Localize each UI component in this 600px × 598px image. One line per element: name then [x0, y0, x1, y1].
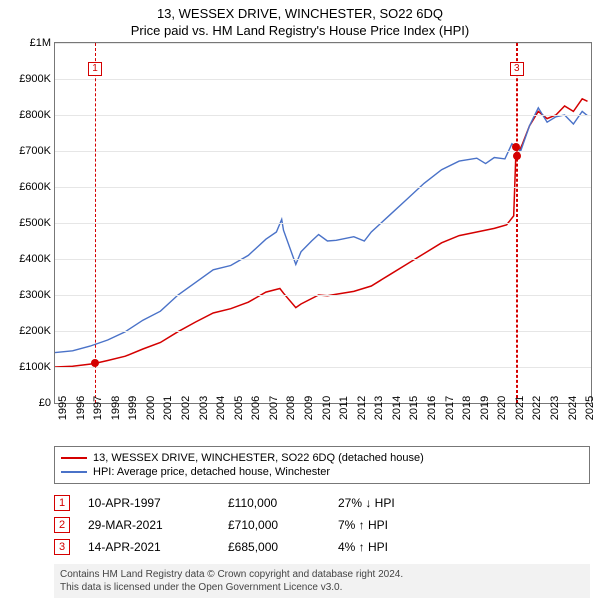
x-tick-label: 2001 [162, 396, 174, 420]
chart-marker-dot [513, 152, 521, 160]
gridline [55, 115, 591, 116]
legend-item: HPI: Average price, detached house, Winc… [61, 465, 583, 479]
event-number: 3 [54, 539, 70, 555]
legend-swatch [61, 471, 87, 473]
x-tick-label: 2000 [145, 396, 157, 420]
event-date: 10-APR-1997 [88, 496, 228, 510]
x-tick-label: 2017 [444, 396, 456, 420]
x-tick-label: 2022 [531, 396, 543, 420]
x-tick-label: 2012 [356, 396, 368, 420]
y-tick-label: £300K [19, 289, 51, 301]
footer-line1: Contains HM Land Registry data © Crown c… [60, 568, 584, 581]
x-tick-label: 1999 [127, 396, 139, 420]
y-tick-label: £0 [39, 397, 51, 409]
chart-marker-label: 1 [88, 62, 102, 76]
event-price: £685,000 [228, 540, 338, 554]
x-tick-label: 2006 [250, 396, 262, 420]
chart-plot-area: £0£100K£200K£300K£400K£500K£600K£700K£80… [54, 42, 592, 404]
y-tick-label: £700K [19, 145, 51, 157]
x-tick-label: 2008 [285, 396, 297, 420]
event-price: £710,000 [228, 518, 338, 532]
gridline [55, 187, 591, 188]
x-tick-label: 2024 [567, 396, 579, 420]
x-tick-label: 1997 [92, 396, 104, 420]
x-tick-label: 2013 [373, 396, 385, 420]
x-tick-label: 2019 [479, 396, 491, 420]
x-tick-label: 2021 [514, 396, 526, 420]
x-tick-label: 2018 [461, 396, 473, 420]
gridline [55, 295, 591, 296]
x-tick-label: 2007 [268, 396, 280, 420]
x-tick-label: 2004 [215, 396, 227, 420]
event-date: 29-MAR-2021 [88, 518, 228, 532]
x-tick-label: 2011 [338, 396, 350, 420]
legend: 13, WESSEX DRIVE, WINCHESTER, SO22 6DQ (… [54, 446, 590, 484]
event-price: £110,000 [228, 496, 338, 510]
x-tick-label: 2010 [321, 396, 333, 420]
gridline [55, 79, 591, 80]
gridline [55, 223, 591, 224]
event-vertical-line [517, 43, 518, 403]
x-tick-label: 1996 [75, 396, 87, 420]
gridline [55, 43, 591, 44]
gridline [55, 151, 591, 152]
event-number: 1 [54, 495, 70, 511]
y-tick-label: £900K [19, 73, 51, 85]
event-row: 2 29-MAR-2021£710,0007% ↑ HPI [54, 514, 590, 536]
event-date: 14-APR-2021 [88, 540, 228, 554]
event-vertical-line [95, 43, 96, 403]
series-line-property [55, 99, 588, 367]
event-row: 3 14-APR-2021£685,0004% ↑ HPI [54, 536, 590, 558]
y-tick-label: £200K [19, 325, 51, 337]
footer-line2: This data is licensed under the Open Gov… [60, 581, 584, 594]
x-tick-label: 2015 [408, 396, 420, 420]
footer-attribution: Contains HM Land Registry data © Crown c… [54, 564, 590, 598]
chart-marker-dot [512, 143, 520, 151]
chart-marker-dot [91, 359, 99, 367]
legend-swatch [61, 457, 87, 459]
x-axis-labels: 1995199619971998199920002001200220032004… [54, 404, 590, 442]
x-tick-label: 2023 [549, 396, 561, 420]
x-tick-label: 2009 [303, 396, 315, 420]
series-line-hpi [55, 108, 588, 353]
event-delta: 27% ↓ HPI [338, 496, 458, 510]
x-tick-label: 2002 [180, 396, 192, 420]
x-tick-label: 2003 [198, 396, 210, 420]
x-tick-label: 2020 [496, 396, 508, 420]
y-tick-label: £600K [19, 181, 51, 193]
y-tick-label: £100K [19, 361, 51, 373]
y-tick-label: £1M [30, 37, 51, 49]
legend-label: HPI: Average price, detached house, Winc… [93, 466, 330, 478]
x-tick-label: 1995 [57, 396, 69, 420]
event-number: 2 [54, 517, 70, 533]
chart-title: 13, WESSEX DRIVE, WINCHESTER, SO22 6DQ [0, 0, 600, 21]
y-tick-label: £400K [19, 253, 51, 265]
x-tick-label: 2016 [426, 396, 438, 420]
x-tick-label: 2025 [584, 396, 596, 420]
events-table: 1 10-APR-1997£110,00027% ↓ HPI 2 29-MAR-202… [54, 492, 590, 558]
gridline [55, 367, 591, 368]
event-delta: 7% ↑ HPI [338, 518, 458, 532]
event-delta: 4% ↑ HPI [338, 540, 458, 554]
gridline [55, 259, 591, 260]
legend-item: 13, WESSEX DRIVE, WINCHESTER, SO22 6DQ (… [61, 451, 583, 465]
x-tick-label: 2014 [391, 396, 403, 420]
gridline [55, 331, 591, 332]
chart-subtitle: Price paid vs. HM Land Registry's House … [0, 21, 600, 42]
y-tick-label: £800K [19, 109, 51, 121]
y-tick-label: £500K [19, 217, 51, 229]
chart-marker-label: 3 [510, 62, 524, 76]
x-tick-label: 2005 [233, 396, 245, 420]
legend-label: 13, WESSEX DRIVE, WINCHESTER, SO22 6DQ (… [93, 452, 424, 464]
x-tick-label: 1998 [110, 396, 122, 420]
event-row: 1 10-APR-1997£110,00027% ↓ HPI [54, 492, 590, 514]
